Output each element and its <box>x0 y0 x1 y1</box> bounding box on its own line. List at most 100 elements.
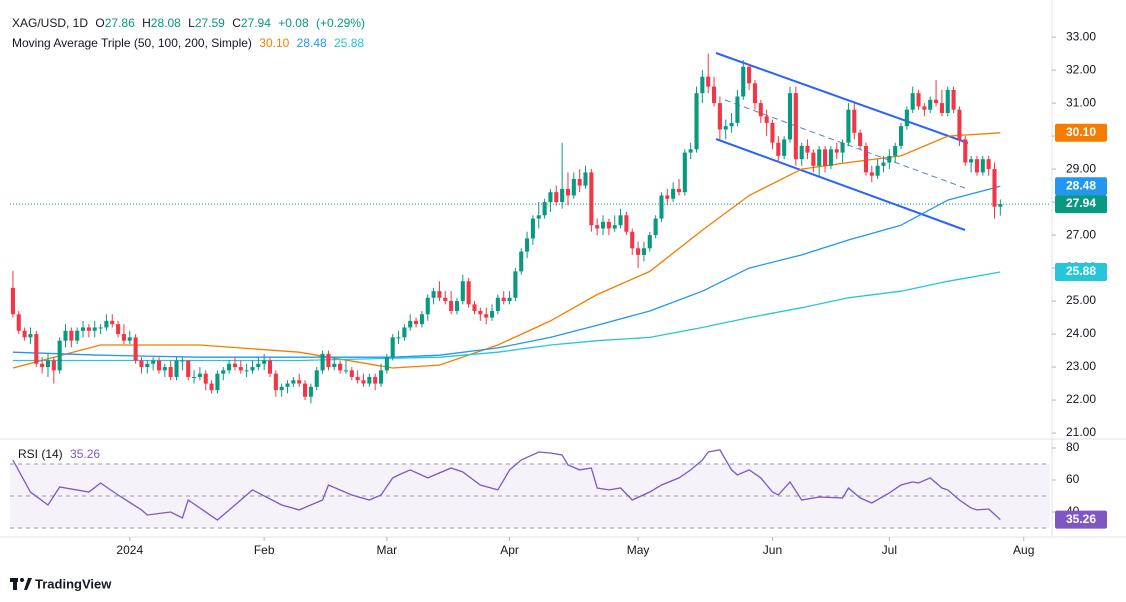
candle-body <box>232 363 237 368</box>
candle-body <box>834 149 839 153</box>
ohlc-letter: C <box>232 16 241 30</box>
candle-body <box>378 370 384 384</box>
candle-body <box>583 172 588 186</box>
candle-body <box>828 149 833 166</box>
candle-body <box>875 165 880 176</box>
candle-body <box>764 116 769 123</box>
candle-body <box>799 145 804 160</box>
plot <box>10 53 1050 529</box>
candle-body <box>367 376 372 384</box>
candle-body <box>565 188 571 196</box>
candle-body <box>40 363 45 368</box>
rsi-tick-label: 60 <box>1066 472 1080 486</box>
candle-body <box>898 126 904 146</box>
candle-body <box>121 334 126 341</box>
candle-body <box>770 122 775 143</box>
candle-body <box>174 360 179 377</box>
change: +0.08 <box>278 16 309 30</box>
candle-body <box>45 360 51 368</box>
candle-body <box>717 103 722 130</box>
x-tick-label: Apr <box>500 543 519 557</box>
candle-body <box>595 225 600 229</box>
candle-body <box>186 360 191 377</box>
candle-body <box>92 327 97 331</box>
candle-body <box>525 238 530 252</box>
ma-value: 30.10 <box>259 36 289 50</box>
y-tick-label: 23.00 <box>1066 359 1096 373</box>
candle-body <box>460 281 465 302</box>
candle-body <box>974 159 980 173</box>
moving-average-line <box>12 185 1001 358</box>
candle-body <box>349 370 354 377</box>
candle-body <box>858 132 863 146</box>
candle-body <box>110 320 115 325</box>
candle-body <box>618 215 623 226</box>
candle-body <box>34 334 39 364</box>
candle-body <box>560 188 565 203</box>
price-badge-label: 30.10 <box>1066 125 1096 139</box>
logo: TradingView <box>10 576 112 591</box>
candle-body <box>454 301 460 311</box>
rsi-title: RSI (14) <box>18 447 63 461</box>
candle-body <box>22 330 27 338</box>
candle-body <box>86 327 91 331</box>
change-pct: (+0.29%) <box>316 16 365 30</box>
brand: TradingView <box>35 576 112 591</box>
candle-body <box>507 297 512 302</box>
symbol: XAG/USD, 1D <box>12 16 88 30</box>
rsi-legend: RSI (14) 35.26 <box>18 447 100 461</box>
candle-body <box>869 172 874 176</box>
candle-body <box>554 192 559 203</box>
candle-body <box>723 126 728 130</box>
candle-body <box>887 155 892 163</box>
candle-body <box>647 235 652 249</box>
candle-body <box>355 376 360 381</box>
y-tick-label: 27.00 <box>1066 227 1096 241</box>
candle-body <box>449 301 454 311</box>
candle-body <box>431 291 436 298</box>
header-ma: Moving Average Triple (50, 100, 200, Sim… <box>12 36 364 50</box>
candle-body <box>928 99 933 110</box>
candle-body <box>425 297 430 315</box>
candle-body <box>577 178 582 186</box>
candle-body <box>776 142 781 156</box>
candle-body <box>782 139 787 156</box>
candle-body <box>653 218 658 236</box>
candle-body <box>133 337 138 361</box>
candle-body <box>408 320 413 328</box>
candle-body <box>945 89 950 113</box>
candle-body <box>28 334 33 338</box>
price-badge <box>1055 177 1107 196</box>
ohlc-close: 27.94 <box>241 16 271 30</box>
candle-body <box>752 83 757 104</box>
candle-body <box>437 291 442 298</box>
candle-body <box>910 93 915 110</box>
ohlc-open: 27.86 <box>105 16 135 30</box>
y-tick-label: 21.00 <box>1066 425 1096 439</box>
candle-body <box>916 93 921 107</box>
y-tick-label: 31.00 <box>1066 95 1096 109</box>
candle-body <box>151 360 156 364</box>
candle-body <box>373 376 378 384</box>
price-badge <box>1055 195 1107 214</box>
price-badge-label: 27.94 <box>1066 196 1096 210</box>
candle-body <box>267 360 273 374</box>
logo-shape <box>13 578 17 590</box>
candle-body <box>203 373 208 384</box>
candle-body <box>676 188 682 193</box>
rsi-badge <box>1055 510 1107 529</box>
candle-body <box>513 271 518 298</box>
candle-body <box>338 363 343 371</box>
candle-body <box>606 221 611 229</box>
candle-body <box>589 172 594 226</box>
candle-body <box>682 152 687 193</box>
candle-body <box>215 373 220 391</box>
candle-body <box>116 324 121 335</box>
candle-body <box>630 231 635 249</box>
candle-body <box>227 363 232 371</box>
candle-body <box>443 297 448 302</box>
candle-body <box>624 215 629 232</box>
candle-body <box>414 320 419 325</box>
candle-body <box>805 145 810 153</box>
